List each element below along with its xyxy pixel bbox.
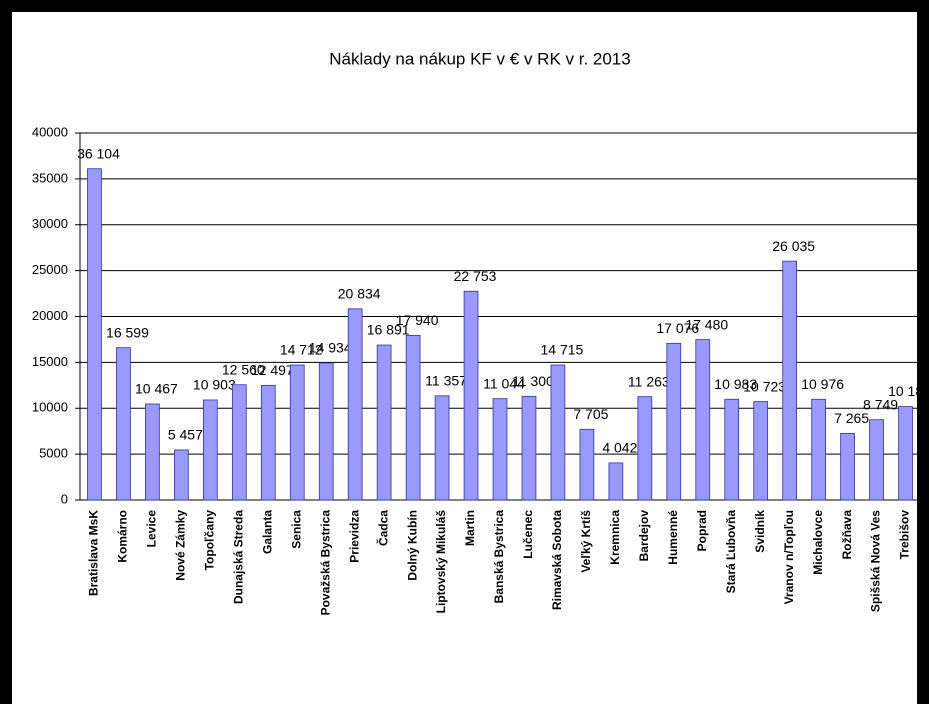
x-tick-label: Liptovský Mikuláš — [434, 510, 448, 614]
bar — [87, 168, 102, 501]
x-tick-label: Čadca — [375, 510, 390, 546]
x-tick-label: Galanta — [260, 510, 274, 554]
x-tick-label: Humenné — [666, 510, 680, 565]
data-label: 20 834 — [338, 286, 381, 302]
y-tick-label: 5000 — [39, 446, 68, 461]
bar — [116, 347, 131, 501]
data-label: 8 749 — [863, 396, 898, 412]
x-tick-label: Rožňava — [840, 510, 854, 560]
x-tick-label: Kremnica — [608, 510, 622, 565]
data-label: 11 044 — [483, 375, 525, 391]
x-tick-label: Levice — [145, 510, 159, 548]
chart-title: Náklady na nákup KF v € v RK v r. 2013 — [329, 49, 630, 68]
bar — [869, 419, 884, 501]
x-tick-label: Michalovce — [811, 510, 825, 575]
data-label: 7 705 — [573, 406, 608, 422]
bar — [318, 362, 334, 501]
x-tick-label: Dunajská Streda — [231, 510, 245, 604]
y-tick-label: 0 — [61, 491, 68, 506]
data-label: 4 042 — [602, 440, 637, 456]
x-tick-label: Považská Bystrica — [318, 510, 332, 616]
bar — [666, 342, 682, 501]
x-tick-label: Bardejov — [637, 510, 651, 562]
data-label: 14 715 — [541, 342, 584, 358]
y-tick-label: 30000 — [32, 216, 68, 231]
bar — [347, 308, 363, 501]
data-label: 17 480 — [685, 316, 728, 332]
data-label: 11 300 — [512, 373, 554, 389]
data-label: 12 560 — [222, 361, 265, 377]
data-label: 16 599 — [106, 324, 149, 340]
data-label: 17 940 — [396, 312, 439, 328]
y-tick-label: 35000 — [32, 170, 68, 185]
bar — [202, 399, 218, 501]
x-tick-label: Veľký Krtíš — [579, 510, 593, 573]
y-tick-label: 15000 — [32, 354, 68, 369]
y-tick-label: 40000 — [32, 124, 68, 139]
bar — [145, 403, 160, 501]
bar — [811, 398, 826, 501]
bar — [492, 398, 508, 501]
data-label: 17 076 — [656, 320, 699, 336]
x-tick-label: Nové Zámky — [174, 510, 188, 581]
bar — [174, 449, 189, 501]
data-label: 26 035 — [772, 238, 815, 254]
x-tick-label: Trebišov — [898, 510, 912, 560]
bar — [724, 398, 740, 501]
x-tick-label: Vranov n/Topľou — [782, 510, 796, 604]
bar — [289, 364, 305, 501]
bar — [637, 396, 653, 501]
bar — [434, 395, 450, 501]
data-label: 10 723 — [743, 378, 786, 394]
bar — [695, 339, 711, 501]
data-label: 10 186 — [888, 383, 929, 399]
data-label: 36 104 — [77, 145, 120, 161]
bar — [579, 428, 595, 501]
bar — [463, 290, 479, 501]
x-tick-label: Martin — [463, 510, 477, 546]
x-tick-label: Lučenec — [521, 510, 535, 559]
data-label: 12 497 — [251, 362, 294, 378]
x-tick-label: Svidník — [753, 510, 767, 553]
data-label: 10 467 — [135, 381, 178, 397]
bar — [753, 401, 769, 501]
bar — [608, 462, 624, 501]
data-label: 16 891 — [367, 322, 410, 338]
x-tick-label: Poprad — [695, 510, 709, 551]
data-label: 11 357 — [425, 373, 467, 389]
data-label: 7 265 — [834, 410, 869, 426]
data-label: 10 976 — [801, 376, 844, 392]
bar — [550, 364, 566, 501]
x-tick-label: Rimavská Sobota — [550, 510, 564, 610]
y-tick-label: 20000 — [32, 308, 68, 323]
x-tick-label: Spišská Nová Ves — [869, 510, 883, 612]
data-label: 10 903 — [193, 377, 236, 393]
x-tick-label: Komárno — [116, 510, 130, 563]
x-tick-label: Dolný Kubín — [405, 510, 419, 581]
data-label: 5 457 — [168, 427, 203, 443]
y-tick-label: 10000 — [32, 400, 68, 415]
bar — [840, 432, 855, 501]
x-tick-label: Banská Bystrica — [492, 510, 506, 604]
data-label: 10 983 — [714, 376, 757, 392]
bar — [898, 406, 913, 501]
bar — [782, 260, 798, 501]
bar — [405, 335, 421, 501]
x-tick-label: Stará Ľubovňa — [724, 510, 738, 594]
x-tick-label: Prievidza — [347, 510, 361, 563]
data-label: 22 753 — [454, 268, 497, 284]
x-tick-label: Topoľčany — [203, 510, 217, 571]
data-label: 14 712 — [280, 342, 323, 358]
bar — [231, 384, 247, 501]
bar — [376, 344, 392, 501]
data-label: 11 263 — [628, 373, 670, 389]
bar — [260, 384, 276, 501]
bar — [521, 395, 537, 501]
y-tick-label: 25000 — [32, 262, 68, 277]
data-label: 14 934 — [309, 340, 352, 356]
x-tick-label: Senica — [289, 510, 303, 549]
x-tick-label: Bratislava MsK — [87, 510, 101, 596]
